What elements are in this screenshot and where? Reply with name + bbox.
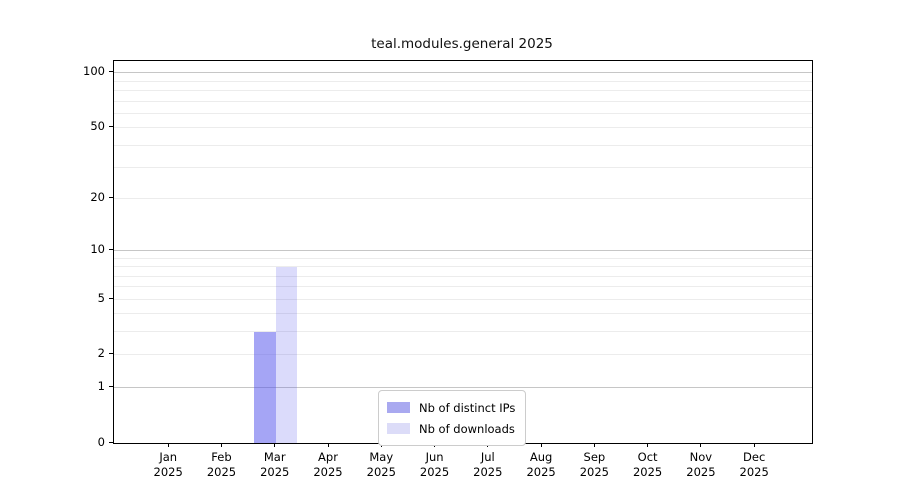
y-tick-label: 5 [97,290,105,305]
bar-distinct-ips [254,331,276,443]
minor-gridline [114,112,812,114]
minor-gridline [114,298,812,300]
minor-gridline [114,127,812,129]
legend: Nb of distinct IPs Nb of downloads [378,390,527,446]
legend-swatch [387,402,410,413]
minor-gridline [114,89,812,91]
major-gridline [114,386,812,388]
x-tick-label: Sep 2025 [579,450,609,479]
y-tick-label: 50 [90,119,105,134]
minor-gridline [114,331,812,333]
legend-label: Nb of downloads [419,421,515,436]
x-tick-mark [220,443,222,447]
y-tick-mark [109,71,113,73]
major-gridline [114,250,812,252]
x-tick-label: Mar 2025 [260,450,290,479]
minor-gridline [114,275,812,277]
legend-swatch [387,423,410,434]
x-tick-mark [700,443,702,447]
y-tick-label: 10 [90,242,105,257]
x-tick-label: Aug 2025 [526,450,556,479]
minor-gridline [114,167,812,169]
y-tick-mark [109,297,113,299]
y-tick-label: 1 [97,378,105,393]
x-tick-mark [540,443,542,447]
x-tick-mark [167,443,169,447]
y-tick-label: 0 [97,434,105,449]
x-tick-label: Dec 2025 [739,450,769,479]
y-tick-mark [109,441,113,443]
x-tick-label: Feb 2025 [206,450,237,479]
minor-gridline [114,266,812,268]
minor-gridline [114,257,812,259]
y-tick-label: 100 [83,64,105,79]
x-tick-label: Jun 2025 [419,450,450,479]
major-gridline [114,72,812,74]
y-tick-mark [109,126,113,128]
y-tick-mark [109,353,113,355]
minor-gridline [114,100,812,102]
legend-label: Nb of distinct IPs [419,400,516,415]
minor-gridline [114,286,812,288]
plot-area [113,60,813,444]
x-tick-label: May 2025 [366,450,396,479]
x-tick-label: Nov 2025 [686,450,716,479]
y-tick-mark [109,197,113,199]
y-tick-mark [109,249,113,251]
legend-row: Nb of downloads [387,418,515,439]
x-tick-label: Apr 2025 [313,450,343,479]
y-tick-label: 2 [97,346,105,361]
minor-gridline [114,313,812,315]
x-tick-mark [647,443,649,447]
x-tick-mark [593,443,595,447]
x-tick-label: Oct 2025 [632,450,663,479]
x-tick-mark [753,443,755,447]
chart-title: teal.modules.general 2025 [371,36,553,52]
minor-gridline [114,354,812,356]
y-tick-label: 20 [90,190,105,205]
legend-row: Nb of distinct IPs [387,397,515,418]
x-tick-mark [274,443,276,447]
x-tick-label: Jan 2025 [153,450,183,479]
minor-gridline [114,80,812,82]
x-tick-mark [327,443,329,447]
x-tick-label: Jul 2025 [473,450,503,479]
minor-gridline [114,198,812,200]
minor-gridline [114,144,812,146]
y-tick-mark [109,385,113,387]
bar-downloads [275,266,298,443]
